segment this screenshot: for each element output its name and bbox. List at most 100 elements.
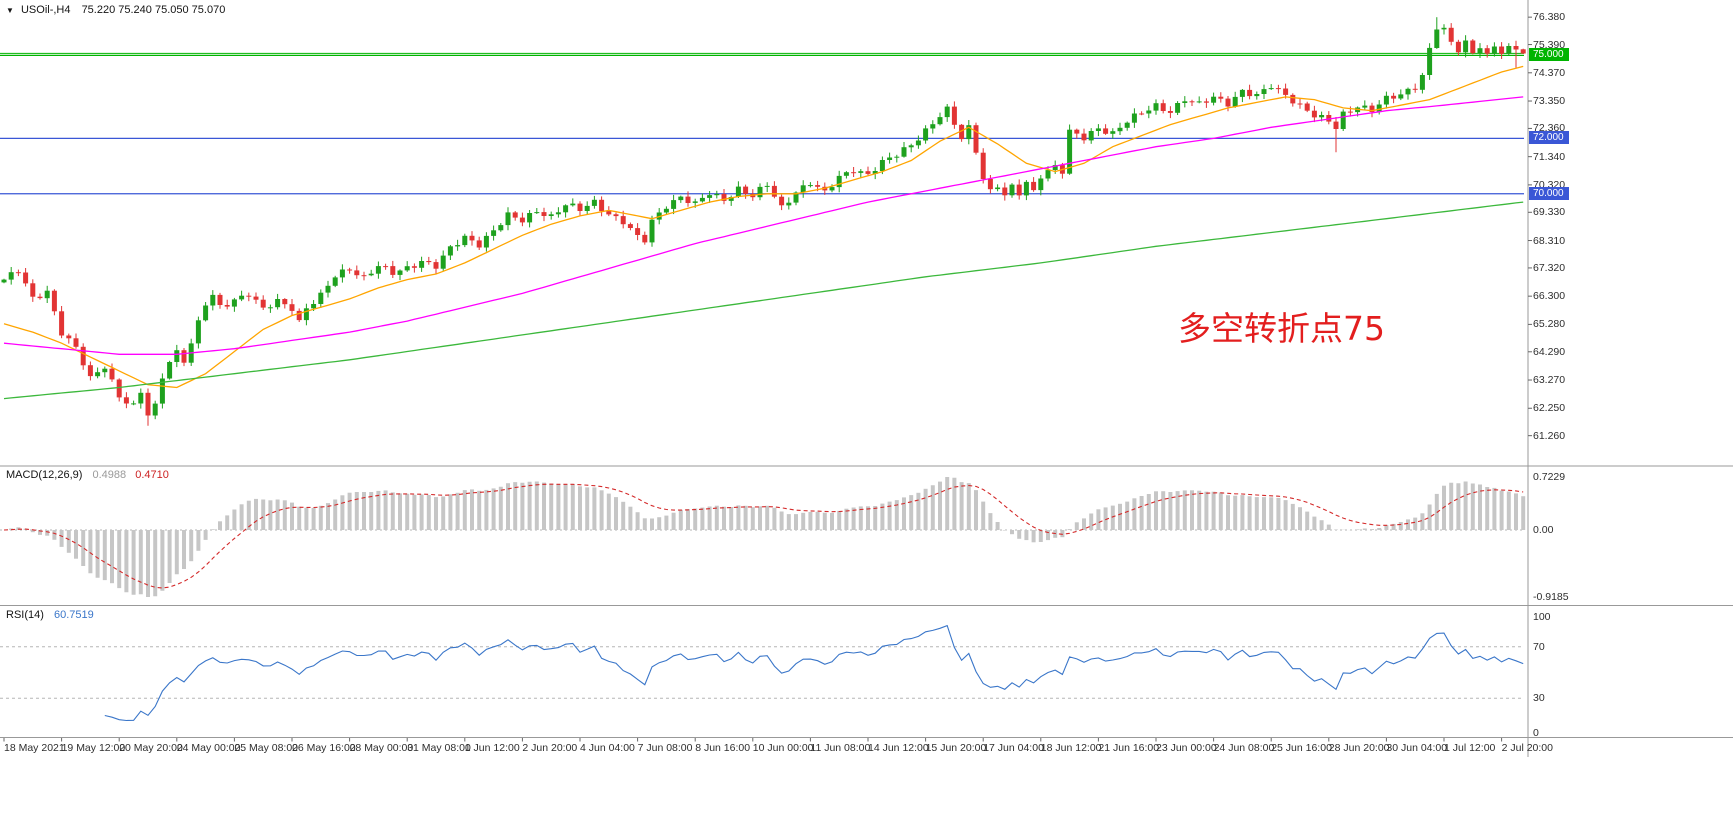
time-axis-label: 7 Jun 08:00 [637,742,693,754]
price-line-badge: 72.000 [1529,131,1569,145]
time-axis-label: 25 Jun 16:00 [1271,742,1332,754]
candle-body [995,187,1001,190]
candle-body [915,140,921,146]
time-axis-label: 19 May 12:00 [61,742,126,754]
price-axis-label: 75.390 [1533,38,1566,51]
candle-body [253,296,259,300]
candle-body [1513,46,1519,50]
candle-body [959,124,965,140]
candle-body [318,292,324,304]
candle-body [260,299,266,308]
candle-body [224,305,230,307]
macd-axis-label: 0.00 [1533,524,1554,536]
candle-body [743,186,749,194]
candle-body [1419,75,1425,90]
time-axis-label: 24 Jun 08:00 [1213,742,1275,754]
symbol-name: USOil-,H4 [20,4,71,16]
candle-body [1326,115,1332,122]
candle-body [15,272,21,274]
candle-body [620,216,626,225]
candle-body [836,175,842,188]
candle-body [1196,101,1202,103]
candle-body [714,194,720,196]
candle-body [721,194,727,201]
candle-body [8,272,14,280]
time-axis-label: 23 Jun 00:00 [1156,742,1217,754]
candle-body [635,228,641,235]
candle-body [685,196,691,203]
candle-body [332,277,338,286]
candle-body [1031,181,1037,191]
candle-body [339,269,345,278]
annotation-text: 多空转折点75 [1178,309,1385,348]
candle-body [599,199,605,212]
candle-body [671,200,677,209]
candle-body [1218,96,1224,99]
candle-body [37,296,43,299]
candle-body [1297,103,1303,105]
candle-body [829,187,835,191]
candle-body [447,246,453,256]
chart-marker-icon: ▼ [6,6,14,15]
candle-body [865,171,871,174]
candle-body [1441,27,1447,30]
candle-body [527,213,533,223]
time-axis-label: 11 Jun 08:00 [810,742,871,754]
candle-body [311,304,317,309]
candle-body [1009,184,1015,196]
candle-body [779,196,785,206]
price-axis-label: 67.320 [1533,261,1566,274]
candle-body [138,392,144,404]
candle-body [433,262,439,269]
candle-body [1160,103,1166,111]
candle-body [267,307,273,309]
candle-body [426,261,432,263]
candle-body [642,234,648,243]
time-axis-label: 31 May 08:00 [407,742,471,754]
candle-body [1268,88,1274,90]
candle-body [303,308,309,321]
candle-body [73,338,79,347]
candle-body [757,186,763,198]
candle-body [627,224,633,228]
candle-body [555,212,561,215]
candle-body [296,310,302,321]
candle-body [649,219,655,243]
candle-body [1391,95,1397,99]
candle-body [548,214,554,216]
ma-slow-line [3,201,1524,400]
candle-body [1002,187,1008,196]
price-axis-label: 64.290 [1533,345,1566,358]
candle-body [109,368,115,380]
macd-axis-label: -0.9185 [1533,591,1569,603]
rsi-value: 60.7519 [53,609,94,621]
candle-body [1038,178,1044,191]
candle-body [419,261,425,268]
candle-body [66,335,72,339]
candle-body [152,403,158,416]
rsi-axis-label: 100 [1533,611,1551,623]
price-axis-label: 61.260 [1533,429,1566,442]
candle-body [1211,96,1217,103]
candle-body [462,235,468,246]
time-axis-label: 28 May 00:00 [349,742,414,754]
candle-body [707,195,713,198]
candle-body [1311,110,1317,118]
candle-body [800,185,806,193]
candle-body [1463,40,1469,53]
time-axis-label: 15 Jun 20:00 [925,742,987,754]
candle-body [987,179,993,190]
candle-body [1153,103,1159,111]
candle-body [1182,101,1188,103]
candle-body [613,214,619,217]
rsi-name: RSI(14) [6,609,44,621]
candle-body [440,255,446,269]
candle-body [455,245,461,247]
candle-body [1333,121,1339,129]
price-axis-label: 63.270 [1533,374,1566,387]
candle-body [95,372,101,377]
candle-body [1506,46,1512,54]
candle-body [894,156,900,158]
